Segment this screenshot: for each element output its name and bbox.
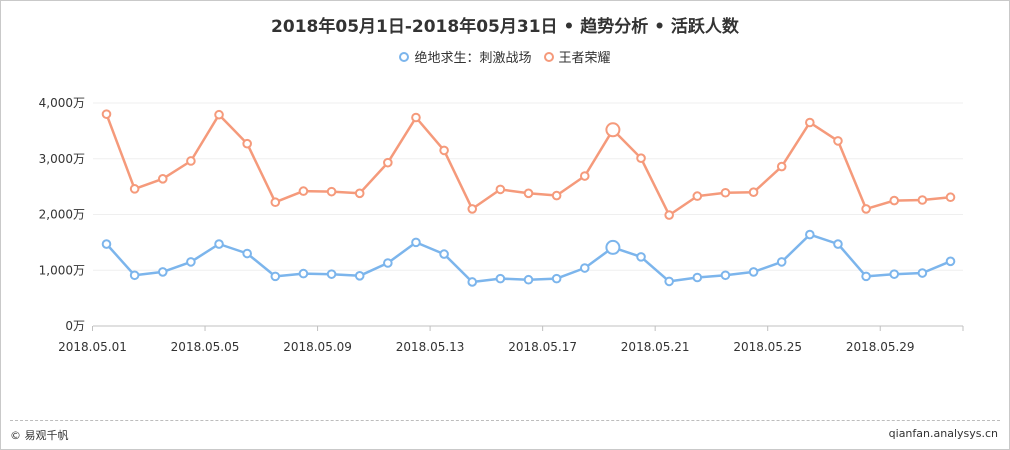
legend-marker-series-2: [543, 51, 554, 62]
data-point: [748, 187, 759, 197]
data-point: [945, 256, 956, 267]
footer-copyright: © 易观千帆: [10, 429, 69, 442]
data-point: [467, 277, 478, 287]
chart-legend: 绝地求生：刺激战场 王者荣耀: [0, 47, 1010, 66]
data-point: [495, 273, 506, 284]
data-point: [917, 268, 928, 278]
data-point: [805, 229, 815, 240]
data-point: [523, 274, 534, 285]
data-point: [411, 237, 421, 248]
data-point: [495, 184, 506, 195]
data-point: [748, 267, 759, 277]
data-point: [326, 186, 337, 197]
series-line-2: [105, 113, 951, 217]
data-point: [605, 122, 621, 138]
data-point: [664, 276, 674, 287]
data-point: [129, 184, 140, 194]
data-point: [945, 192, 956, 203]
data-point: [186, 156, 196, 166]
data-point: [439, 249, 449, 259]
data-point: [889, 195, 900, 206]
data-point: [579, 171, 590, 181]
data-point: [605, 239, 621, 255]
data-point: [214, 109, 224, 120]
legend-label-series-2: 王者荣耀: [558, 51, 611, 66]
data-point: [383, 258, 393, 268]
series-line-1: [105, 233, 951, 284]
data-point: [439, 145, 449, 156]
data-point: [354, 188, 365, 199]
data-point: [523, 188, 534, 199]
data-point: [383, 157, 393, 168]
data-point: [242, 138, 252, 149]
data-point: [833, 239, 843, 249]
data-point: [298, 268, 309, 279]
y-tick-label: 0万: [65, 319, 85, 333]
data-point: [861, 204, 871, 214]
data-point: [636, 252, 646, 262]
data-point: [467, 204, 478, 214]
data-point: [776, 161, 787, 172]
data-point: [692, 191, 703, 201]
x-tick-label: 2018.05.25: [733, 340, 802, 354]
data-point: [270, 271, 281, 282]
data-point: [326, 269, 337, 279]
x-tick-label: 2018.05.01: [58, 340, 127, 354]
data-point: [889, 269, 900, 279]
data-point: [101, 109, 112, 119]
data-point: [664, 210, 674, 220]
y-tick-label: 1,000万: [39, 263, 85, 277]
data-point: [551, 190, 562, 201]
data-point: [579, 263, 590, 273]
data-point: [186, 257, 196, 267]
x-tick-label: 2018.05.21: [621, 340, 690, 354]
y-tick-label: 3,000万: [39, 152, 85, 166]
x-tick-label: 2018.05.17: [508, 340, 577, 354]
y-tick-label: 2,000万: [39, 208, 85, 222]
data-point: [692, 272, 703, 283]
data-point: [270, 197, 281, 208]
legend-label-series-1: 绝地求生：刺激战场: [414, 51, 532, 66]
x-tick-label: 2018.05.29: [846, 340, 915, 354]
data-point: [101, 239, 112, 249]
legend-item-series-1[interactable]: 绝地求生：刺激战场: [399, 47, 532, 66]
data-point: [129, 270, 140, 281]
x-tick-label: 2018.05.13: [396, 340, 465, 354]
data-point: [861, 271, 871, 282]
chart-title: 2018年05月1日-2018年05月31日 • 趋势分析 • 活跃人数: [271, 17, 739, 37]
footer-url: qianfan.analysys.cn: [888, 427, 998, 440]
x-tick-label: 2018.05.09: [283, 340, 352, 354]
data-point: [242, 248, 252, 259]
x-tick-label: 2018.05.05: [171, 340, 240, 354]
data-point: [720, 187, 731, 198]
data-point: [298, 186, 309, 196]
data-point: [805, 117, 815, 128]
data-point: [551, 273, 562, 284]
legend-marker-series-1: [399, 51, 410, 62]
data-point: [214, 239, 224, 249]
footer-divider: [10, 420, 1000, 421]
data-point: [411, 112, 421, 123]
data-point: [833, 136, 843, 146]
data-point: [720, 270, 731, 281]
legend-item-series-2[interactable]: 王者荣耀: [543, 47, 611, 66]
data-point: [917, 195, 928, 205]
data-point: [157, 267, 168, 277]
data-point: [776, 257, 787, 267]
data-point: [157, 174, 168, 184]
data-point: [354, 271, 365, 281]
data-point: [636, 153, 646, 163]
y-tick-label: 4,000万: [39, 96, 85, 110]
line-chart: 0万 1,000万 2,000万 3,000万 4,000万 2018.05.01 2018…: [39, 96, 964, 354]
